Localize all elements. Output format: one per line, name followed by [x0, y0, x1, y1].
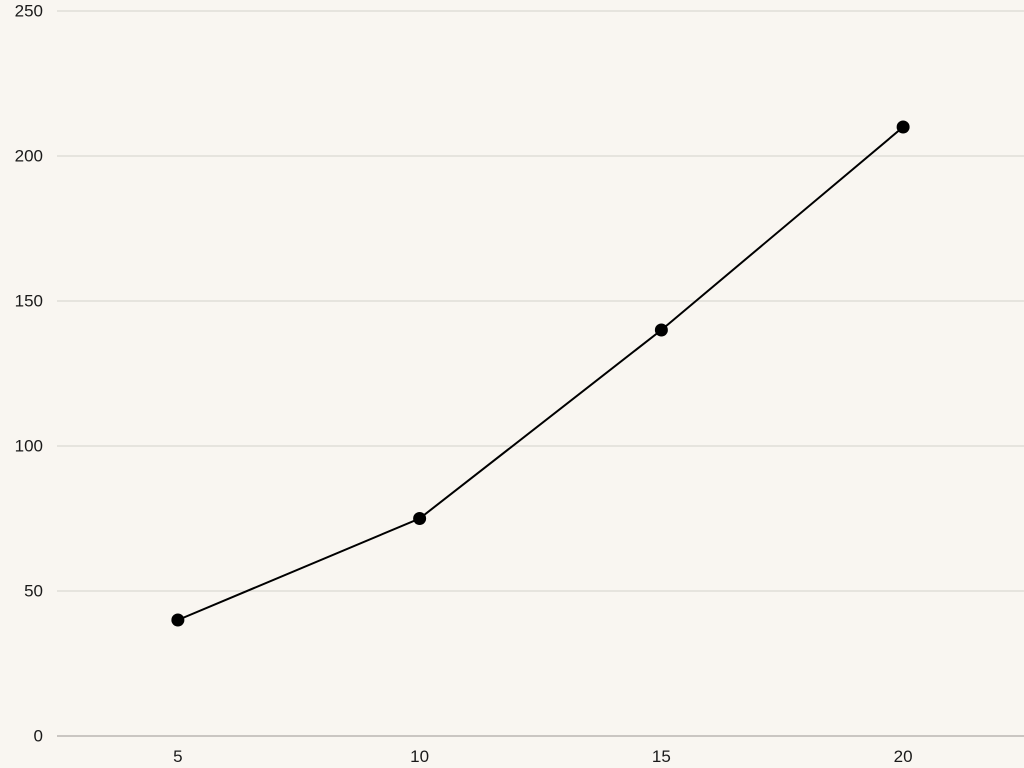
y-tick-label-150: 150 [15, 291, 43, 310]
y-tick-label-50: 50 [24, 581, 43, 600]
data-point-5 [171, 613, 185, 627]
x-tick-label-20: 20 [894, 747, 913, 766]
data-point-10 [413, 512, 427, 525]
y-axis-tick-labels: 0 50 100 150 200 250 [15, 1, 43, 745]
x-tick-label-5: 5 [173, 747, 182, 766]
y-tick-label-250: 250 [15, 1, 43, 20]
series-line [177, 126, 904, 621]
data-point-20 [896, 120, 910, 134]
y-tick-label-200: 200 [15, 146, 43, 165]
gridlines [57, 10, 1024, 737]
x-tick-label-15: 15 [652, 747, 671, 766]
x-axis-tick-labels: 5 10 15 20 [173, 747, 912, 766]
y-tick-label-0: 0 [34, 726, 43, 745]
data-point-15 [654, 323, 668, 337]
series-1 [171, 120, 910, 627]
y-tick-label-100: 100 [15, 436, 43, 455]
x-tick-label-10: 10 [410, 747, 429, 766]
